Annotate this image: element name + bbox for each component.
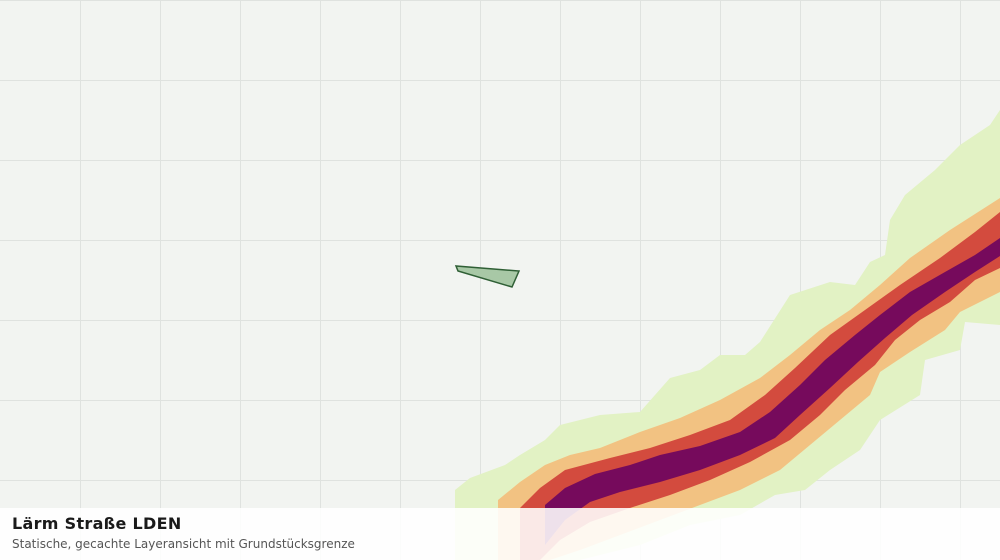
layer-subtitle: Statische, gecachte Layeransicht mit Gru… (12, 537, 355, 551)
noise-band-low (455, 110, 1000, 560)
noise-band-very-high (545, 238, 1000, 545)
layer-title: Lärm Straße LDEN (12, 514, 182, 533)
parcel-boundary (454, 265, 521, 288)
caption-panel: Lärm Straße LDEN Statische, gecachte Lay… (0, 508, 1000, 560)
